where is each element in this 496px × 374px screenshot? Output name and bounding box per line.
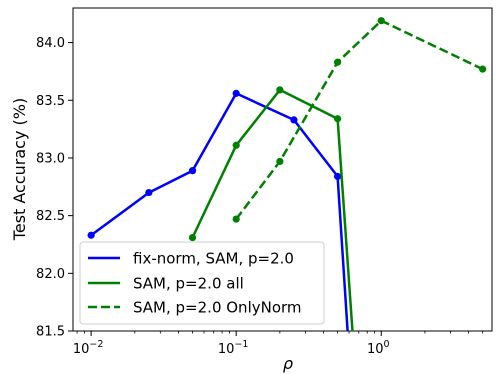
data-point — [290, 116, 298, 124]
data-point — [479, 65, 487, 73]
data-point — [276, 157, 284, 166]
x-tick-label: 100 — [367, 339, 390, 357]
data-point — [188, 167, 197, 175]
plot-area-frame — [72, 7, 493, 332]
x-tick-exponent: −1 — [234, 339, 248, 350]
data-point — [276, 86, 284, 94]
y-tick-label: 83.5 — [36, 94, 65, 109]
data-point — [188, 233, 197, 242]
y-tick-label: 82.5 — [36, 209, 65, 224]
x-tick-exponent: 0 — [384, 339, 390, 350]
x-tick-label: 10−2 — [73, 339, 104, 357]
data-point — [333, 172, 342, 181]
x-tick-label: 10−1 — [218, 339, 249, 357]
y-tick-label: 82.0 — [36, 267, 65, 282]
x-tick-exponent: −2 — [89, 339, 103, 350]
data-point — [333, 58, 342, 66]
legend-box — [79, 241, 325, 325]
legend-label-3: SAM, p=2.0 OnlyNorm — [133, 299, 302, 317]
legend-label-2: SAM, p=2.0 all — [133, 275, 244, 293]
data-point — [87, 231, 95, 239]
data-point — [377, 17, 385, 25]
x-tick-base: 10 — [218, 342, 235, 357]
data-point — [232, 89, 240, 97]
y-axis-label: Test Accuracy (%) — [10, 98, 29, 241]
y-tick-label: 81.5 — [36, 325, 65, 340]
y-axis-ticks: 81.5 82.0 82.5 83.0 83.5 84.0 — [36, 36, 73, 340]
data-point — [232, 141, 240, 149]
x-axis-ticks: 10−2 10−1 100 — [73, 331, 484, 357]
x-axis-label: ρ — [283, 354, 293, 373]
series-line-3 — [235, 19, 484, 220]
y-tick-label: 84.0 — [36, 36, 65, 51]
x-tick-base: 10 — [73, 342, 90, 357]
series-layer — [87, 17, 487, 331]
data-point — [145, 188, 153, 197]
data-point — [333, 115, 342, 123]
x-tick-base: 10 — [367, 342, 384, 357]
data-point — [232, 215, 240, 223]
legend-label-1: fix-norm, SAM, p=2.0 — [133, 250, 294, 268]
legend: fix-norm, SAM, p=2.0 SAM, p=2.0 all SAM, p… — [79, 241, 325, 325]
y-tick-label: 83.0 — [36, 151, 65, 166]
